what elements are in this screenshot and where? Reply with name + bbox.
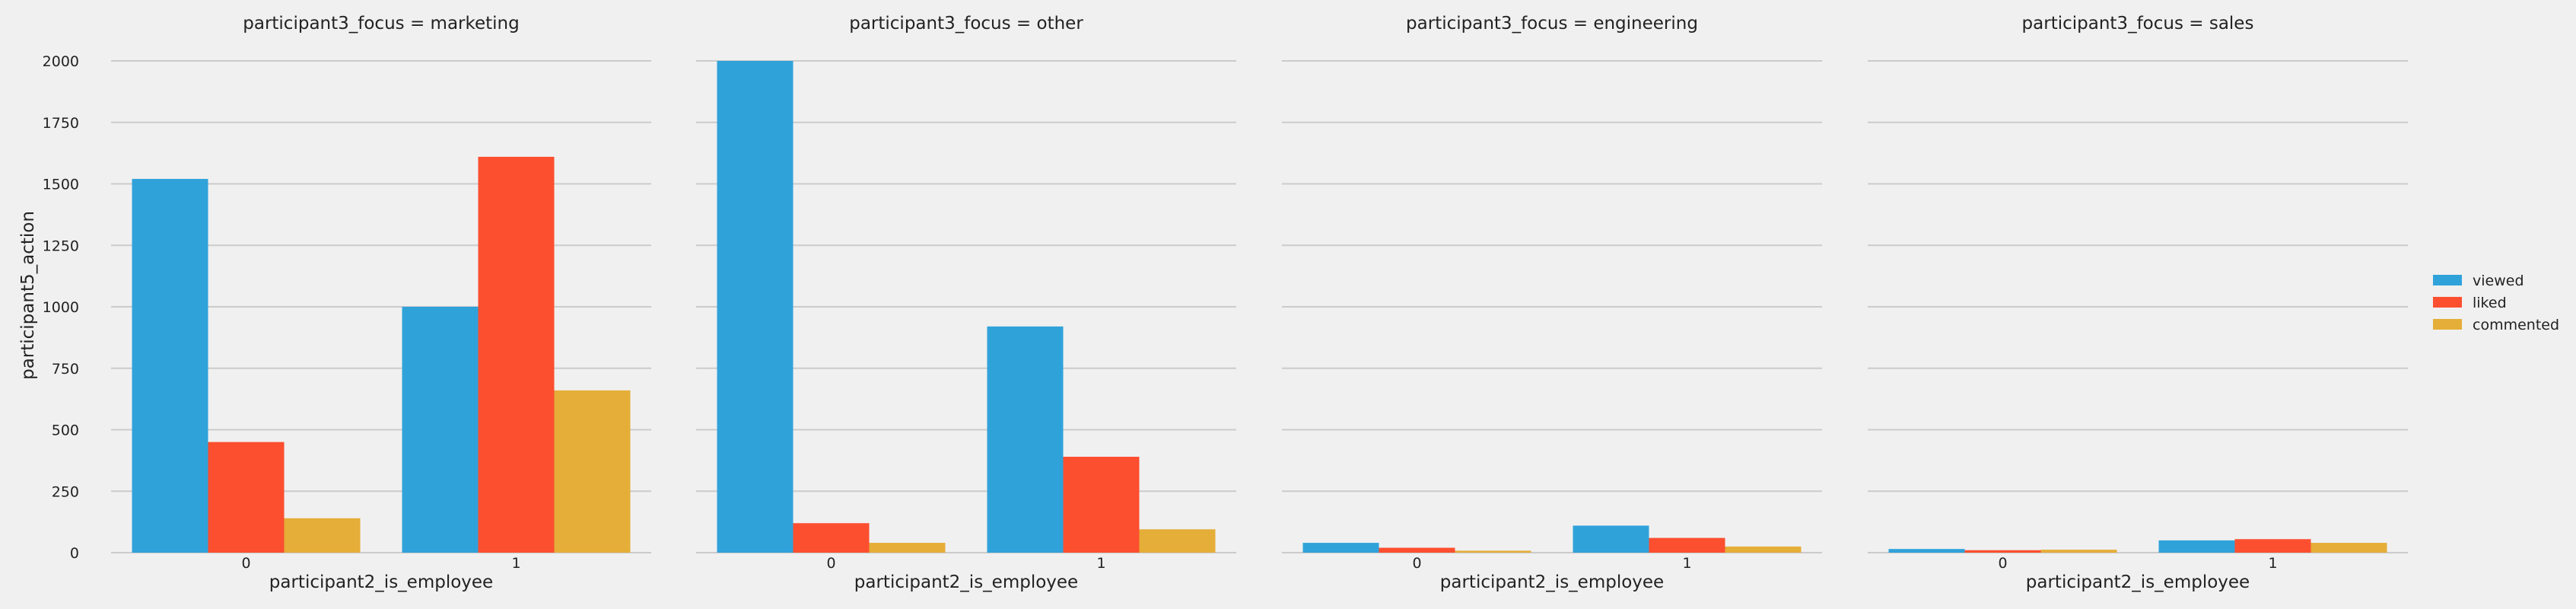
bar-viewed (402, 307, 479, 553)
bar-viewed (1302, 543, 1379, 553)
y-tick-label: 750 (52, 361, 79, 378)
y-tick-label: 500 (52, 422, 79, 439)
bar-viewed (2158, 540, 2235, 553)
y-tick-label: 1750 (43, 115, 79, 132)
x-tick-label: 0 (1412, 555, 1421, 572)
facet-title: participant3_focus = marketing (243, 14, 519, 33)
bar-viewed (132, 179, 208, 553)
facet-2: participant3_focus = engineering 0 1 partic… (1282, 14, 1822, 592)
bar-commented (2310, 543, 2387, 553)
legend: viewed liked commented (2433, 273, 2559, 333)
x-tick-label: 1 (1682, 555, 1691, 572)
legend-swatch-liked (2433, 297, 2462, 308)
x-tick-label: 0 (826, 555, 835, 572)
bar-viewed (1573, 525, 1649, 553)
legend-swatch-commented (2433, 319, 2462, 330)
y-tick-label: 0 (70, 545, 79, 562)
bar-liked (1063, 457, 1140, 553)
y-tick-label: 1500 (43, 177, 79, 193)
bar-liked (793, 523, 870, 553)
y-axis-label: participant5_action (18, 211, 38, 380)
facet-title: participant3_focus = engineering (1406, 14, 1698, 33)
x-tick-label: 0 (241, 555, 250, 572)
x-axis-label: participant2_is_employee (1440, 572, 1664, 592)
bar-liked (478, 156, 555, 553)
x-axis-label: participant2_is_employee (854, 572, 1078, 592)
legend-label-liked: liked (2473, 295, 2507, 311)
y-tick-label: 1000 (43, 299, 79, 316)
bar-liked (208, 442, 285, 553)
facet-0: participant3_focus = marketing 0 1 particip… (43, 14, 651, 592)
bar-viewed (1888, 549, 1965, 553)
x-axis-label: participant2_is_employee (2026, 572, 2250, 592)
bar-commented (1455, 550, 1531, 553)
y-tick-label: 1250 (43, 238, 79, 254)
bar-viewed (717, 61, 793, 553)
bar-commented (284, 518, 361, 553)
bar-commented (554, 390, 631, 553)
bar-viewed (987, 326, 1064, 553)
facet-title: participant3_focus = other (849, 14, 1083, 33)
bar-commented (1139, 529, 1216, 553)
bar-commented (869, 543, 946, 553)
legend-label-viewed: viewed (2473, 273, 2524, 289)
legend-swatch-viewed (2433, 275, 2462, 285)
bar-liked (1964, 550, 2041, 553)
y-tick-label: 2000 (43, 53, 79, 70)
bar-liked (1649, 537, 1725, 553)
facet-title: participant3_focus = sales (2022, 14, 2254, 33)
facet-3: participant3_focus = sales 0 1 participant2… (1868, 14, 2408, 592)
facet-1: participant3_focus = other 0 1 participant2… (696, 14, 1236, 592)
x-tick-label: 1 (511, 555, 520, 572)
y-tick-label: 250 (52, 483, 79, 500)
x-tick-label: 1 (2268, 555, 2277, 572)
bar-commented (2040, 550, 2117, 553)
bar-commented (1725, 546, 1802, 553)
x-tick-label: 1 (1096, 555, 1105, 572)
x-axis-label: participant2_is_employee (269, 572, 493, 592)
x-tick-label: 0 (1998, 555, 2007, 572)
bar-liked (1379, 547, 1455, 553)
legend-label-commented: commented (2473, 317, 2559, 333)
bar-liked (2234, 539, 2311, 553)
